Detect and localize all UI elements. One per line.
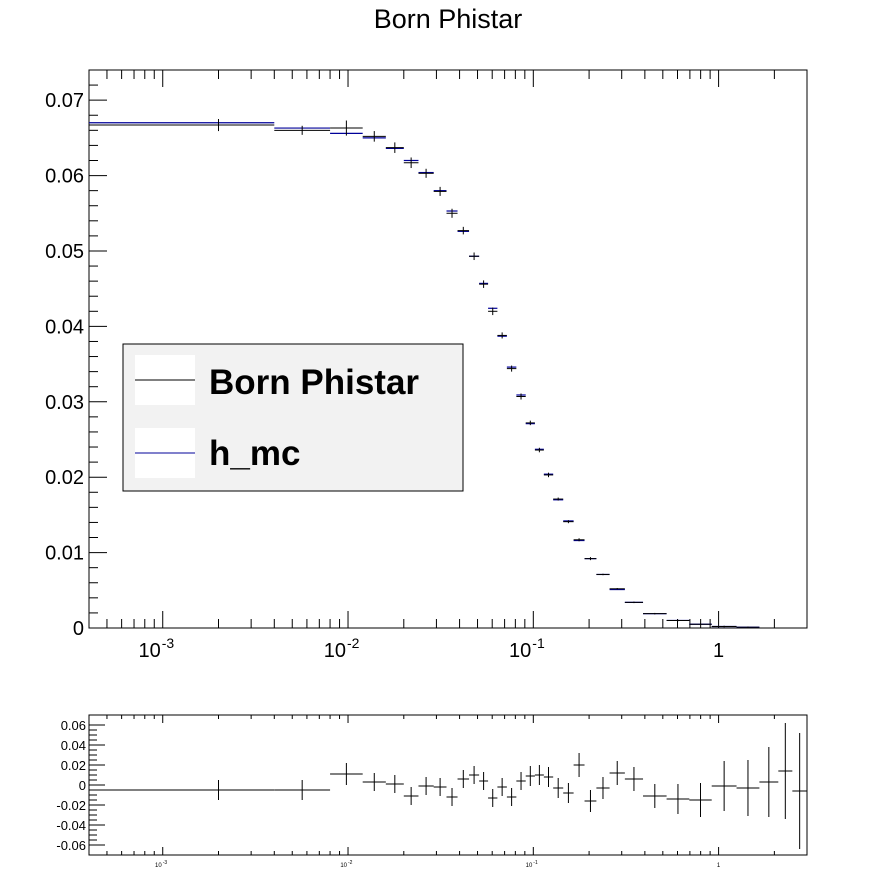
y-tick-label: 0.07 xyxy=(45,90,84,112)
x-tick-label-base: 10 xyxy=(138,640,160,662)
ratio-x-tick-label-base: 1 xyxy=(717,863,721,869)
ratio-y-tick-label: 0.04 xyxy=(61,738,86,753)
x-tick-label-base: 1 xyxy=(713,640,724,662)
x-tick-label-exp: -2 xyxy=(347,635,360,651)
y-tick-label: 0.06 xyxy=(45,166,84,188)
x-tick-label-exp: -1 xyxy=(532,635,545,651)
y-tick-label: 0.05 xyxy=(45,241,84,263)
ratio-y-tick-label: -0.04 xyxy=(56,818,86,833)
legend: Born Phistar h_mc xyxy=(122,343,464,492)
ratio-y-tick-label: -0.06 xyxy=(56,838,86,853)
legend-label-mc: h_mc xyxy=(209,434,300,473)
y-tick-label: 0.01 xyxy=(45,543,84,565)
y-tick-label: 0.04 xyxy=(45,316,84,338)
ratio-x-tick-label-exp: -3 xyxy=(163,860,168,866)
y-tick-label: 0.02 xyxy=(45,467,84,489)
chart-title: Born Phistar xyxy=(373,4,523,34)
ratio-x-tick-label-base: 10 xyxy=(340,863,347,869)
ratio-y-tick-label: 0.02 xyxy=(61,758,86,773)
plot-frame xyxy=(88,69,808,629)
x-tick-label-exp: -3 xyxy=(162,635,175,651)
y-tick-label: 0 xyxy=(73,618,84,640)
ratio-y-tick-label: -0.02 xyxy=(56,798,86,813)
ratio-y-tick-label: 0 xyxy=(79,778,86,793)
ratio-x-tick-label-exp: -1 xyxy=(533,860,538,866)
ratio-x-tick-label-base: 10 xyxy=(526,863,533,869)
y-tick-label: 0.03 xyxy=(45,392,84,414)
ratio-x-tick-label-exp: -2 xyxy=(348,860,353,866)
ratio-frame xyxy=(88,714,808,856)
legend-label-data: Born Phistar xyxy=(209,363,419,402)
ratio-x-tick-label-base: 10 xyxy=(155,863,162,869)
ratio-y-tick-label: 0.06 xyxy=(61,718,86,733)
x-tick-label-base: 10 xyxy=(509,640,531,662)
x-tick-label-base: 10 xyxy=(324,640,346,662)
